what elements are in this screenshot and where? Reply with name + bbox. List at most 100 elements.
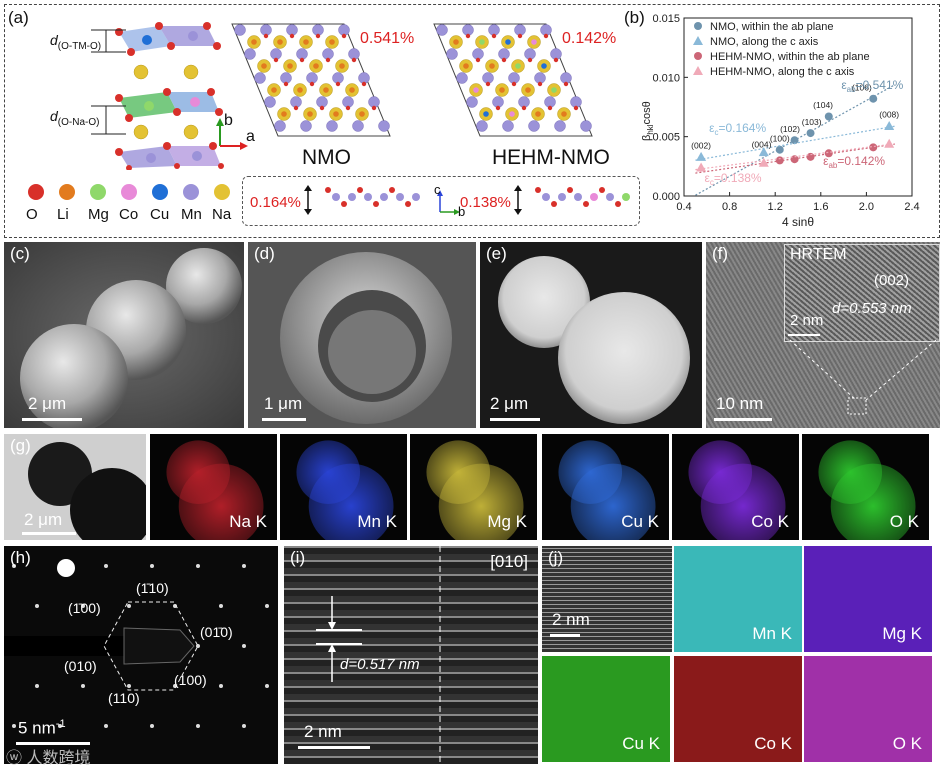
map-element-label: Cu K (621, 512, 659, 531)
diffraction-spot (150, 724, 154, 728)
chain-atom (396, 193, 404, 201)
data-point (696, 162, 707, 172)
lattice-atom (511, 81, 517, 87)
hkl-label: (104) (813, 100, 833, 110)
element-swatch (183, 184, 199, 200)
lattice-atom (525, 87, 531, 93)
lattice-atom (473, 87, 479, 93)
panel-label: (j) (548, 548, 564, 567)
eds-map-co-k: Co K (674, 656, 802, 762)
c-axis-chains (304, 185, 630, 215)
d-brackets (91, 29, 126, 135)
chain-atom (542, 193, 550, 201)
chain-atom (341, 201, 347, 207)
hehm-ab-strain: 0.142% (562, 30, 617, 47)
lattice-atom (527, 57, 533, 63)
lattice-atom (463, 63, 469, 69)
chain-atom (615, 201, 621, 207)
fit-line (695, 143, 895, 171)
element-name: O (26, 206, 38, 223)
scale-bar (22, 532, 76, 535)
x-tick-label: 1.6 (813, 201, 828, 213)
map-element-label: Mn K (752, 624, 792, 643)
legend-marker (693, 36, 703, 45)
watermark: ⓦ 人数跨境 (6, 750, 91, 767)
x-tick-label: 0.8 (722, 201, 737, 213)
lattice-atom (456, 72, 468, 84)
panel-label: (i) (290, 548, 306, 567)
legend-marker (694, 22, 702, 30)
data-point (869, 143, 878, 152)
top-figure-frame (4, 4, 940, 238)
legend-entry: NMO, within the ab plane (710, 21, 834, 33)
element-swatch (121, 184, 137, 200)
c-axis-box (242, 176, 640, 226)
lattice-atom (315, 33, 321, 39)
ab-axis-arrows (216, 118, 248, 150)
eds-map-cu-k: Cu K (542, 434, 669, 540)
lattice-atom (300, 120, 312, 132)
saed-pattern (4, 559, 269, 728)
y-tick-label: 0.000 (652, 191, 680, 203)
watermark-icon: ⓦ (6, 750, 27, 767)
chain-atom (325, 187, 331, 193)
element-name: Mg (88, 206, 109, 223)
diffraction-spot (150, 564, 154, 568)
lattice-atom (436, 24, 448, 36)
data-point (775, 156, 784, 165)
eds-map-mg-k: Mg K (804, 546, 932, 652)
eds-map-mn-k: Mn K (280, 434, 407, 540)
diffraction-spot (196, 724, 200, 728)
lattice-atom (352, 120, 364, 132)
chain-atom (574, 193, 582, 201)
axis-b-label: b (224, 112, 233, 129)
spot-label-100: (100) (174, 672, 207, 688)
scale-bar (490, 418, 540, 421)
lattice-atom (573, 105, 579, 111)
chain-atom (558, 193, 566, 201)
nmo-lattice (231, 23, 391, 137)
lattice-atom (349, 87, 355, 93)
data-point (884, 138, 895, 148)
map-element-label: Mg K (487, 512, 527, 531)
hkl-label: (002) (691, 141, 711, 151)
haadf-lattice-image (316, 546, 441, 764)
inset-hkl: (002) (874, 272, 910, 289)
scale-bar (298, 746, 370, 749)
panel-label: (a) (8, 8, 29, 27)
panel-b: (b) 0.4 0.8 1.2 1.6 2.0 2.4 0.000 0.005 0.010 0.0… (620, 6, 936, 234)
chain-atom (590, 193, 598, 201)
element-distribution (296, 440, 394, 540)
element-swatch (59, 184, 75, 200)
lattice-atom (335, 81, 341, 87)
diffraction-spot (104, 724, 108, 728)
y-tick-label: 0.015 (652, 13, 680, 25)
lattice-atom (505, 39, 511, 45)
lattice-atom (495, 105, 501, 111)
chain-atom (348, 193, 356, 201)
panel-d: (d) 1 μm (248, 242, 476, 428)
lattice-atom (479, 39, 485, 45)
lattice-atom (254, 72, 266, 84)
map-element-label: O K (892, 734, 922, 753)
chain-atom (567, 187, 573, 193)
y-tick-label: 0.010 (652, 72, 680, 84)
chain-atom (535, 187, 541, 193)
lattice-atom (580, 120, 592, 132)
layered-structure-diagram (115, 22, 224, 170)
zone-axis: [010] (490, 552, 528, 571)
lattice-atom (323, 87, 329, 93)
map-element-label: Mg K (882, 624, 922, 643)
legend-entry: HEHM-NMO, along the c axis (710, 66, 855, 78)
panel-e: (e) 2 μm (480, 242, 702, 428)
element-name: Co (119, 206, 139, 223)
diffraction-spot (12, 564, 16, 568)
y-tick-label: 0.005 (652, 132, 680, 144)
lattice-atom (491, 33, 497, 39)
legend-marker (693, 66, 703, 75)
lattice-atom (339, 63, 345, 69)
eds-map-mg-k: Mg K (410, 434, 537, 540)
diffraction-spot (196, 644, 200, 648)
hehm-lattice (433, 23, 593, 137)
lattice-atom (543, 33, 549, 39)
